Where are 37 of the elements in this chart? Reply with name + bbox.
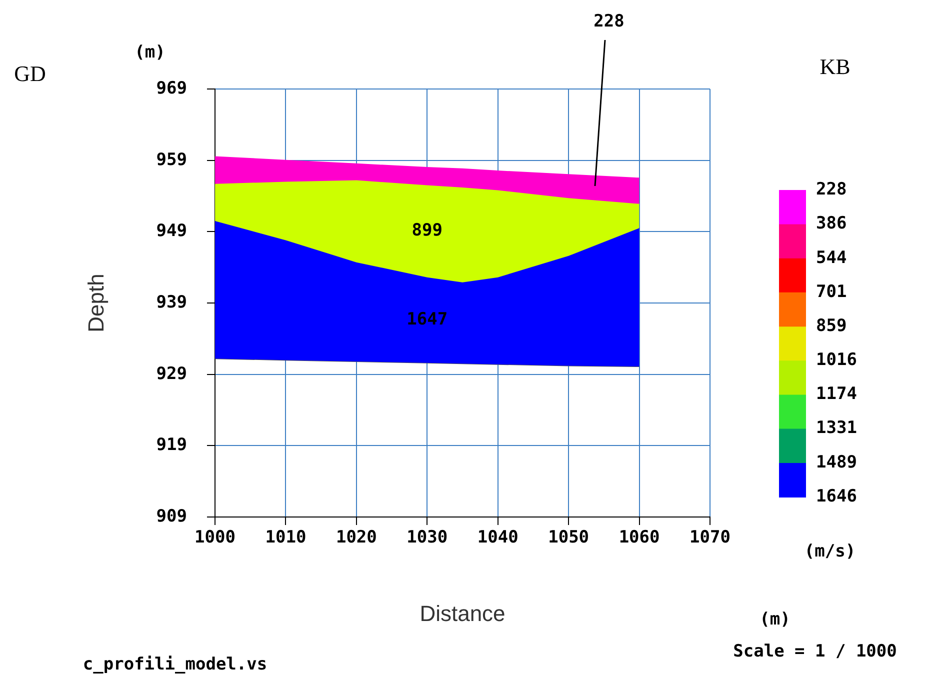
color-bar-title: (m/s) [804,541,856,562]
text: c_profili_model.vs [82,654,268,674]
y-tick-label: 959 [156,150,187,170]
text: KB [820,54,850,79]
y-tick-label: 929 [156,364,187,384]
y-tick-label: 969 [156,78,187,98]
x-tick-label: 1000 [194,528,236,548]
y-tick-label: 919 [156,435,187,456]
y-tick-label: 949 [156,221,187,242]
color-bar-label: 701 [816,282,847,302]
x-tick-label: 1050 [548,528,590,548]
series-label: 899 [412,220,442,241]
series-label: 1647 [406,310,448,330]
color-bar-label: 544 [816,248,847,268]
text: 228 [594,11,624,32]
color-bar-label: 386 [816,214,847,234]
x-tick-label: 1020 [336,528,377,548]
x-tick-label: 1060 [618,528,660,548]
color-bar-label: 1646 [816,486,857,506]
color-bar-label: 1489 [816,452,857,472]
color-bar-label: 228 [816,179,847,200]
color-bar-label: 859 [816,316,847,336]
y-axis-title: Depth [83,274,108,332]
y-tick-label: 909 [156,506,187,526]
text: Scale = 1 / 1000 [733,641,897,662]
x-tick-label: 1010 [265,528,306,548]
text: (m) [134,42,166,62]
x-tick-label: 1030 [406,528,448,548]
text: (m) [760,609,790,630]
x-axis-title: Distance [420,600,506,626]
color-bar-label: 1331 [816,418,857,438]
color-bar-label: 1174 [816,384,857,404]
color-bar-label: 1016 [816,350,857,370]
text: GD [14,60,46,86]
x-tick-label: 1040 [477,528,518,548]
x-tick-label: 1070 [690,528,730,548]
y-tick-label: 939 [156,292,187,312]
